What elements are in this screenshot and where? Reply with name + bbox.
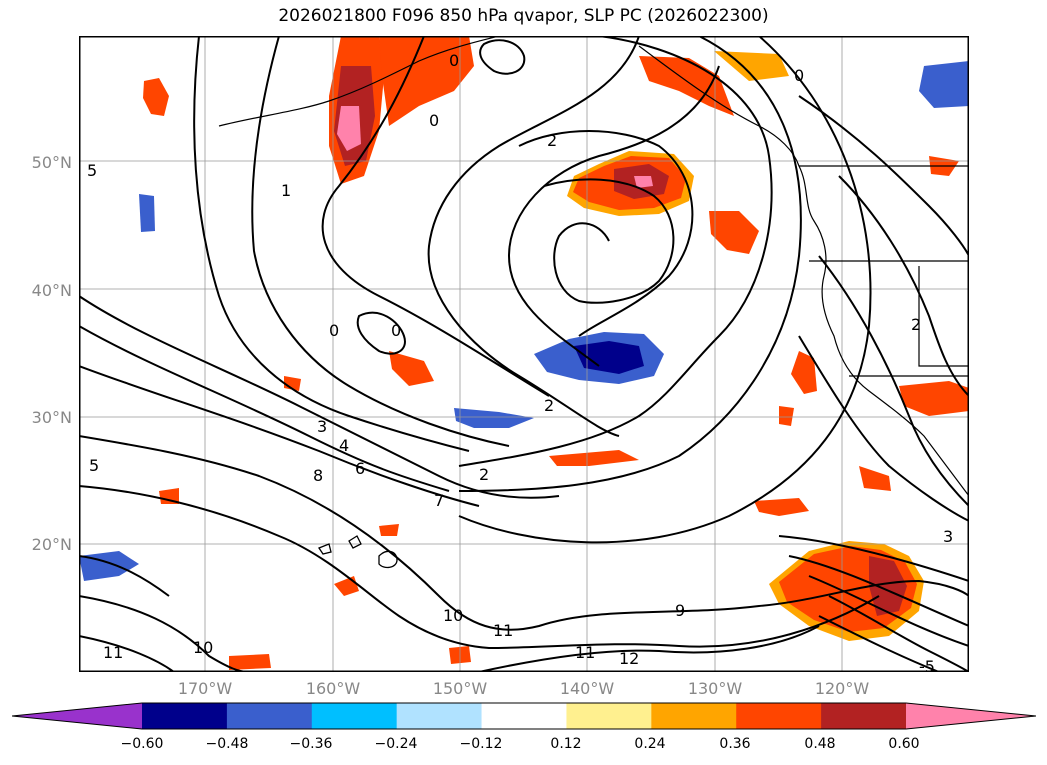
lat-label-20n: 20°N xyxy=(31,535,72,554)
lon-label-170w: 170°W xyxy=(177,679,233,698)
colorbar-segment xyxy=(481,703,567,729)
lat-label-30n: 30°N xyxy=(31,408,72,427)
lon-label-120w: 120°W xyxy=(814,679,870,698)
lon-label-150w: 150°W xyxy=(432,679,488,698)
contour-label: 9 xyxy=(675,601,685,620)
map-plot: 5 0 0 1 0 0 2 2 3 4 5 6 8 7 2 10 11 11 1… xyxy=(79,36,969,672)
map-border xyxy=(79,36,969,672)
contour-label: 7 xyxy=(434,491,444,510)
colorbar-segment xyxy=(396,703,483,729)
colorbar-segment xyxy=(226,703,313,729)
map-panel: 5 0 0 1 0 0 2 2 3 4 5 6 8 7 2 10 11 11 1… xyxy=(79,36,969,672)
lon-label-160w: 160°W xyxy=(305,679,361,698)
colorbar-segments xyxy=(12,703,1036,729)
contour-label: 3 xyxy=(317,417,327,436)
contour-label: 2 xyxy=(547,131,557,150)
contour-label: 11 xyxy=(575,643,595,662)
colorbar-segment xyxy=(736,703,822,729)
hawaii-islands xyxy=(318,535,398,569)
contour-label: 10 xyxy=(193,638,213,657)
contour-label: 3 xyxy=(943,527,953,546)
contour-label: 0 xyxy=(794,66,804,85)
colorbar-extend-low xyxy=(12,703,142,729)
colorbar-tick: 0.12 xyxy=(550,736,582,752)
contour-label: 2 xyxy=(911,315,921,334)
contour-label: 0 xyxy=(449,51,459,70)
lat-label-40n: 40°N xyxy=(31,281,72,300)
colorbar-tick: −0.60 xyxy=(120,736,164,752)
contour-label: 0 xyxy=(329,321,339,340)
contour-label: 10 xyxy=(443,606,463,625)
colorbar-segment xyxy=(142,703,228,729)
colorbar xyxy=(12,702,1036,730)
contour-label: 6 xyxy=(355,459,365,478)
colorbar-segment xyxy=(651,703,737,729)
coastlines xyxy=(218,36,969,497)
contour-label: 11 xyxy=(493,621,513,640)
contour-label: 8 xyxy=(313,466,323,485)
colorbar-tick: 0.24 xyxy=(634,736,666,752)
contour-label: 0 xyxy=(391,321,401,340)
contour-labels: 5 0 0 1 0 0 2 2 3 4 5 6 8 7 2 10 11 11 1… xyxy=(87,51,953,672)
contour-label: 4 xyxy=(339,436,349,455)
colorbar-tick: 0.48 xyxy=(804,736,836,752)
colorbar-tick: −0.24 xyxy=(374,736,418,752)
colorbar-tick: 0.36 xyxy=(719,736,751,752)
lon-label-140w: 140°W xyxy=(559,679,615,698)
contour-label: 1 xyxy=(281,181,291,200)
lon-label-130w: 130°W xyxy=(687,679,743,698)
colorbar-extend-high xyxy=(906,703,1036,729)
colorbar-segment xyxy=(566,703,652,729)
lat-label-50n: 50°N xyxy=(31,153,72,172)
contour-label: 5 xyxy=(87,161,97,180)
contour-label: 12 xyxy=(619,649,639,668)
colorbar-segment xyxy=(821,703,907,729)
contour-label: -5 xyxy=(919,657,935,672)
colorbar-segment xyxy=(311,703,398,729)
slp-contours xyxy=(79,36,969,672)
colorbar-tick: −0.48 xyxy=(205,736,249,752)
contour-label: 2 xyxy=(479,465,489,484)
contour-label: 5 xyxy=(89,456,99,475)
colorbar-tick: −0.36 xyxy=(289,736,333,752)
colorbar-tick: −0.12 xyxy=(459,736,503,752)
contour-label: 2 xyxy=(544,396,554,415)
map-title: 2026021800 F096 850 hPa qvapor, SLP PC (… xyxy=(278,6,769,26)
contour-label: 0 xyxy=(429,111,439,130)
colorbar-tick: 0.60 xyxy=(888,736,920,752)
colorbar-outline xyxy=(12,702,1036,730)
shaded-regions xyxy=(79,36,969,670)
contour-label: 11 xyxy=(103,643,123,662)
